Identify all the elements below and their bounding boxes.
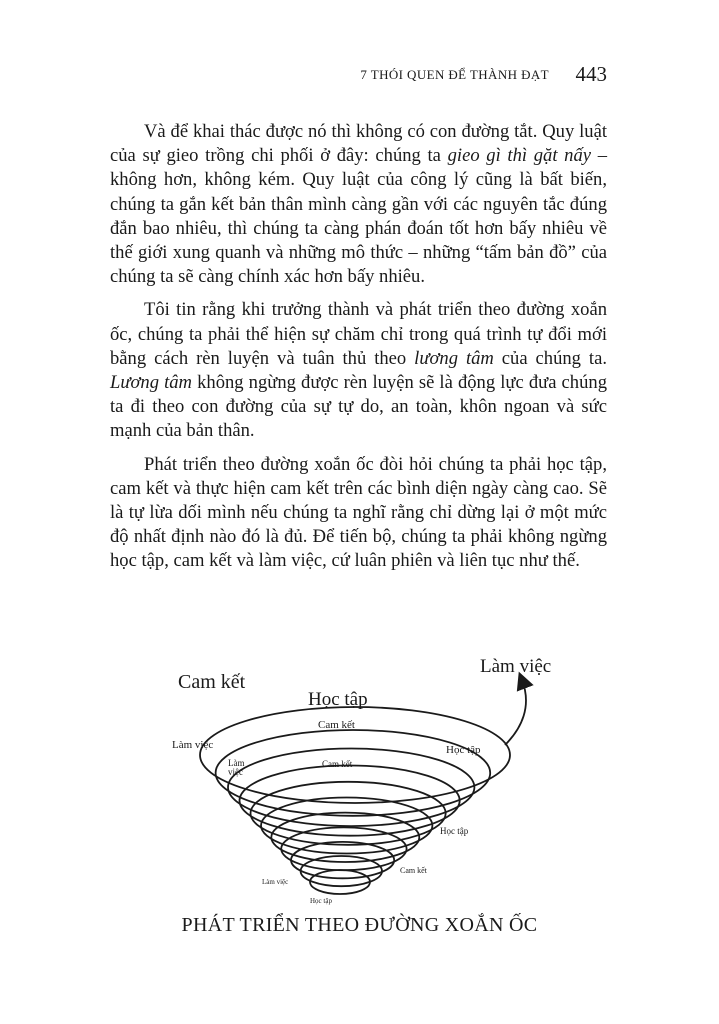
label-hoc-tap-1: Học tập [446,744,481,756]
label-cam-ket-2: Cam kết [322,759,353,769]
text-run: – không hơn, không kém. Quy luật của côn… [110,145,607,287]
spiral-ring [310,870,370,894]
body-text: Và để khai thác được nó thì không có con… [110,120,607,583]
paragraph-2: Tôi tin rằng khi trưởng thành và phát tr… [110,298,607,443]
spiral-growth-figure: Cam kết Học tập Làm việc Cam kết Làm việ… [150,650,570,915]
paragraph-3: Phát triển theo đường xoắn ốc đòi hỏi ch… [110,453,607,574]
spiral-rings [200,707,510,894]
label-hoc-tap-2: Học tập [440,826,469,836]
label-lam-viec-3: Làm việc [262,878,288,886]
text-run: Phát triển theo đường xoắn ốc đòi hỏi ch… [110,454,607,572]
italic-phrase: lương tâm [414,348,494,369]
italic-phrase: Lương tâm [110,372,192,393]
running-title: 7 THÓI QUEN ĐỂ THÀNH ĐẠT [360,67,549,83]
italic-phrase: gieo gì thì gặt nấy [448,145,591,166]
label-cam-ket-3: Cam kết [400,866,428,875]
spiral-arrow-line [505,680,526,745]
label-lam-viec-large: Làm việc [480,656,551,677]
spiral-ring [240,766,460,836]
figure-caption: PHÁT TRIỂN THEO ĐƯỜNG XOẮN ỐC [0,914,719,937]
label-cam-ket-large: Cam kết [178,671,246,693]
spiral-diagram: Cam kết Học tập Làm việc Cam kết Làm việ… [150,650,570,915]
paragraph-1: Và để khai thác được nó thì không có con… [110,120,607,289]
label-hoc-tap-large: Học tập [308,689,368,710]
page-number: 443 [576,62,608,87]
label-hoc-tap-3: Học tập [310,897,332,905]
label-lam-viec-1: Làm việc [172,739,213,751]
label-cam-ket-1: Cam kết [318,719,355,731]
text-run: của chúng ta. [494,348,607,369]
label-viec-2: việc [228,767,243,777]
